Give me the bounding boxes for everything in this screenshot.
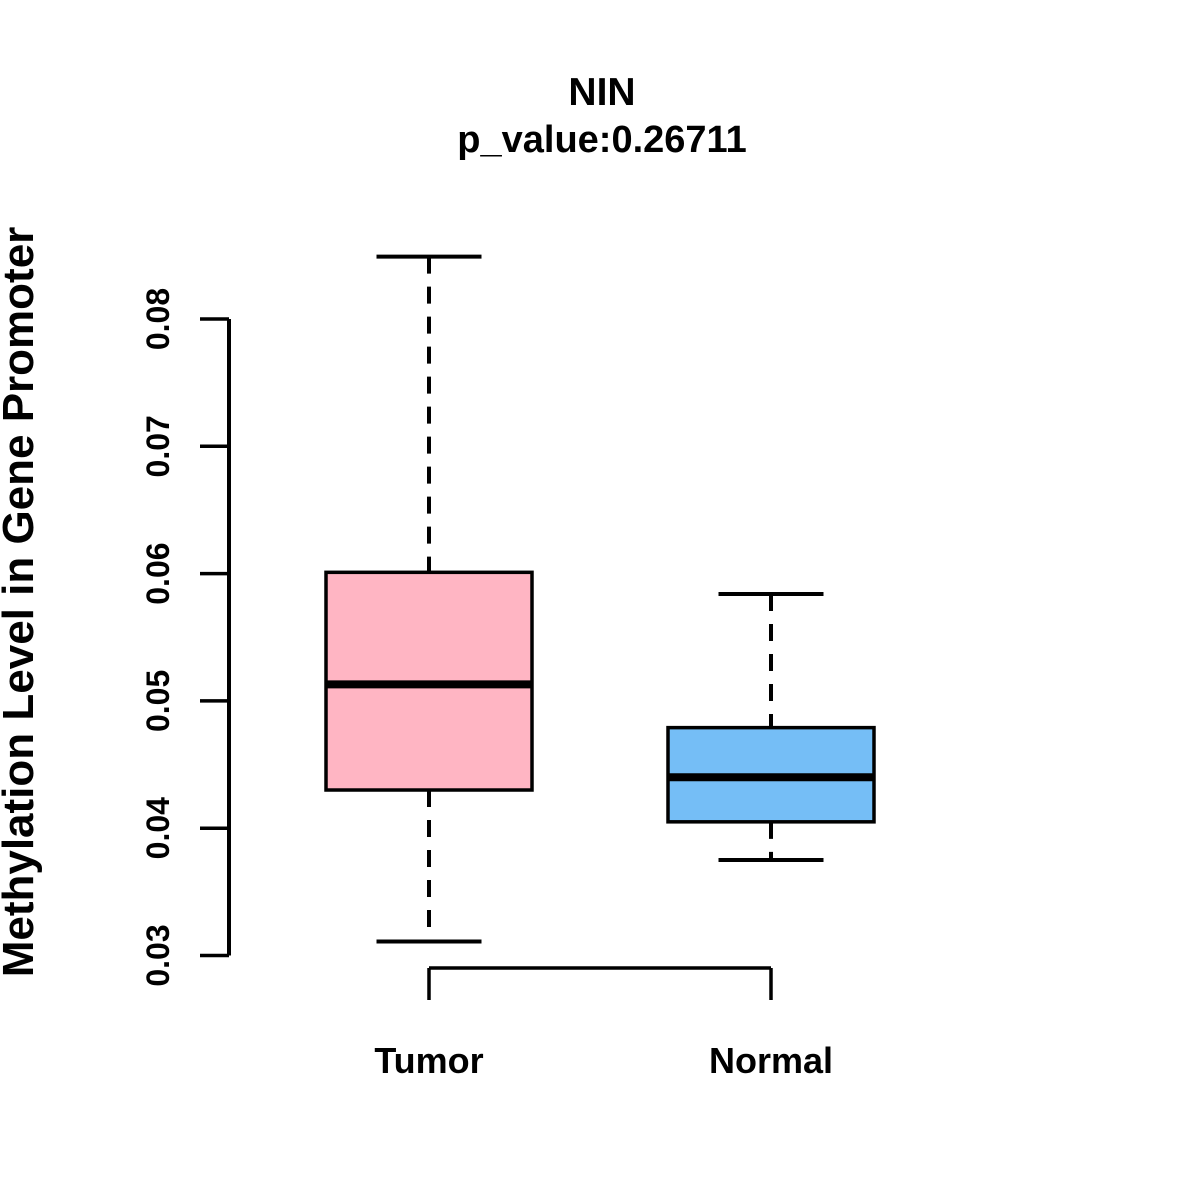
y-axis: 0.08 0.07 0.06 0.05 0.04 0.03 xyxy=(140,288,231,987)
x-category-label-normal: Normal xyxy=(709,1040,833,1081)
y-tick-label: 0.03 xyxy=(140,924,176,986)
y-axis-label: Methylation Level in Gene Promoter xyxy=(0,227,43,978)
normal-boxplot xyxy=(666,591,876,863)
chart-title: NIN xyxy=(568,71,635,114)
y-tick-label: 0.06 xyxy=(140,542,176,604)
y-tick-label: 0.05 xyxy=(140,670,176,732)
y-tick-label: 0.08 xyxy=(140,288,176,350)
boxes xyxy=(324,254,876,944)
x-category-label-tumor: Tumor xyxy=(374,1040,483,1081)
y-tick-label: 0.07 xyxy=(140,415,176,477)
x-axis xyxy=(427,966,773,1000)
tumor-boxplot xyxy=(324,254,534,944)
y-tick-label: 0.04 xyxy=(140,797,176,859)
chart-subtitle: p_value:0.26711 xyxy=(457,119,746,161)
